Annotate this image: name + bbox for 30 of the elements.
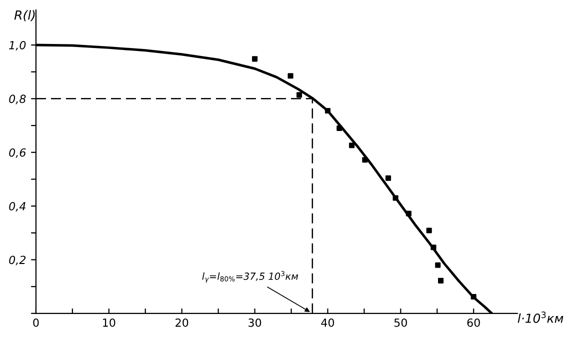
x-axis-title: l·10$^{3}$км xyxy=(518,312,564,323)
point xyxy=(426,228,432,234)
point xyxy=(336,125,342,131)
point xyxy=(392,195,398,201)
y-tick-label: 0,6 xyxy=(9,148,26,158)
point xyxy=(349,142,355,148)
point xyxy=(385,175,392,181)
point xyxy=(296,92,302,98)
point xyxy=(324,108,330,114)
point xyxy=(430,244,436,250)
point xyxy=(406,210,412,216)
y-axis-title: R(l) xyxy=(14,10,35,22)
x-tick-label: 10 xyxy=(103,318,116,327)
point xyxy=(288,73,294,79)
x-tick-label: 0 xyxy=(33,318,39,327)
x-tick-label: 30 xyxy=(248,318,262,327)
point xyxy=(252,56,258,62)
x-tick-label: 20 xyxy=(176,318,188,327)
y-tick-label: 1,0 xyxy=(9,40,26,51)
x-tick-label: 40 xyxy=(321,318,334,327)
annotation: l$_{γ}$=l$_{80%}$=37,5 10$^{3}$км xyxy=(202,270,298,283)
point xyxy=(435,262,441,268)
point xyxy=(362,157,368,163)
x-tick-label: 50 xyxy=(394,318,407,327)
y-tick-label: 0,8 xyxy=(9,94,26,104)
point xyxy=(438,278,444,284)
y-tick-label: 0,2 xyxy=(9,256,26,266)
x-tick-label: 60 xyxy=(467,318,480,327)
point xyxy=(470,294,476,300)
y-tick-label: 0,4 xyxy=(9,202,26,212)
